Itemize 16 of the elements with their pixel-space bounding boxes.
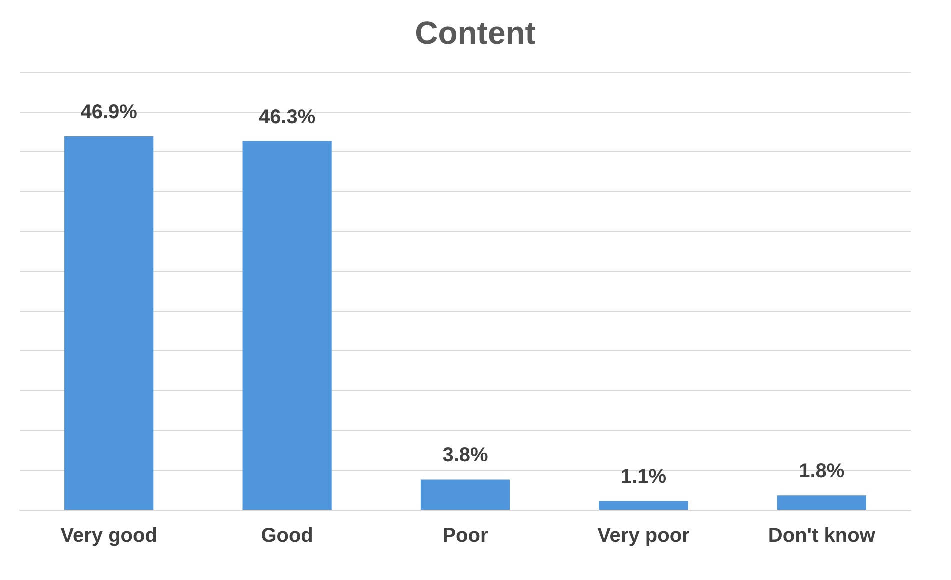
bar: [242, 141, 332, 510]
x-tick-label: Good: [261, 525, 314, 547]
bar: [777, 496, 866, 510]
x-tick-label: Poor: [442, 525, 488, 547]
data-label: 46.3%: [258, 106, 316, 128]
data-label: 1.8%: [799, 460, 845, 483]
data-label: 3.8%: [442, 444, 489, 467]
bar: [599, 501, 688, 510]
bar: [64, 136, 154, 510]
x-tick-label: Don't know: [768, 525, 876, 547]
data-label: 1.1%: [620, 466, 667, 488]
chart-title: Content: [415, 15, 536, 51]
bar: [420, 480, 510, 510]
x-tick-label: Very poor: [598, 525, 690, 547]
x-tick-label: Very good: [60, 525, 158, 547]
data-label: 46.9%: [80, 102, 138, 124]
